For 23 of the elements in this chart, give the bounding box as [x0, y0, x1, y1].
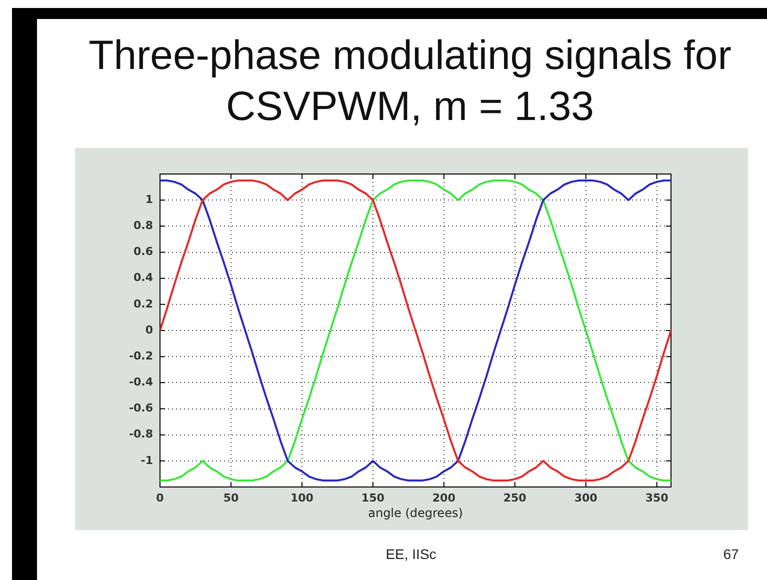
x-tick-label: 200 [432, 491, 456, 504]
y-tick-label: -1 [140, 454, 153, 467]
x-tick-label: 100 [290, 491, 314, 504]
text: 67 [723, 545, 739, 563]
y-tick-label: -0.4 [128, 376, 154, 389]
x-tick-label: 300 [574, 491, 598, 504]
x-tick-label: 350 [645, 491, 669, 504]
y-tick-label: 0.6 [134, 245, 154, 258]
y-tick-label: -0.8 [128, 428, 153, 441]
x-axis-title: angle (degrees) [368, 506, 463, 520]
y-tick-label: 0 [145, 323, 154, 336]
y-tick-label: 0.2 [134, 297, 153, 310]
x-tick-label: 50 [223, 491, 239, 504]
chart-title: Three-phase modulating signals for CSVPWM, m = 1.33 [88, 31, 732, 131]
y-tick-label: -0.2 [128, 349, 153, 362]
y-tick-label: -0.6 [128, 402, 154, 415]
x-tick-label: 150 [361, 491, 385, 504]
text: EE, IISc [386, 545, 436, 563]
y-tick-label: 0.4 [134, 271, 154, 284]
y-tick-label: 1 [145, 192, 153, 206]
y-tick-label: 0.8 [134, 219, 153, 232]
x-tick-label: 250 [503, 491, 527, 504]
x-tick-label: 0 [156, 491, 164, 504]
